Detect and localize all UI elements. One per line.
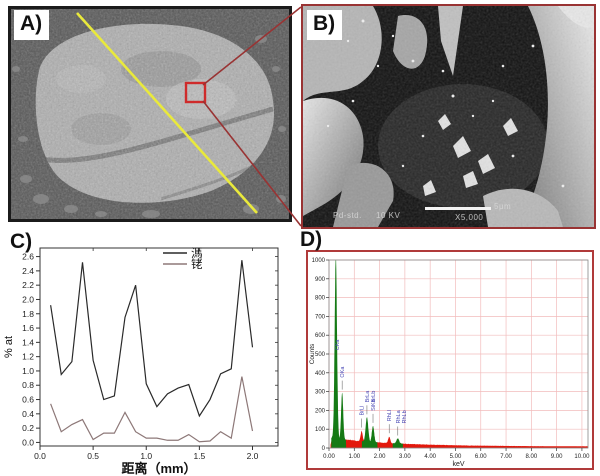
y-tick-label: 2.2 (22, 280, 34, 290)
peak-label-BrLl: BrLl (360, 406, 366, 416)
panel-a-label: A) (14, 10, 50, 40)
plot-frame (39, 247, 279, 447)
scale-bar-label: 5μm (494, 202, 512, 211)
y-tick-label: 1.6 (22, 323, 34, 333)
peak-SiKa (368, 425, 378, 448)
x-axis-title: 距离（mm） (121, 461, 196, 476)
legend-label: 溤 (191, 246, 203, 260)
y-tick-label: 0.0 (22, 437, 34, 447)
y-axis-title: Counts (309, 343, 316, 364)
peak-label-BrLb: BrLb (371, 391, 377, 403)
y-tick-label: 2.4 (22, 266, 34, 276)
y-tick-label: 0.8 (22, 380, 34, 390)
peak-label-RhLl: RhLl (387, 410, 393, 421)
peak-label-RhLa: RhLa (396, 409, 402, 423)
y-tick-label: 0 (322, 446, 326, 452)
sem-overview-image (11, 9, 289, 219)
x-axis-title: keV (452, 461, 464, 468)
x-tick-label: 5.00 (450, 454, 462, 460)
x-tick-label: 9.00 (551, 454, 563, 460)
y-tick-label: 1.4 (22, 337, 34, 347)
sem-zoom-image (303, 6, 594, 227)
x-tick-label: 0.0 (34, 451, 46, 461)
y-tick-label: 600 (315, 333, 326, 339)
panel-a-sem-image: A) (8, 6, 292, 222)
y-tick-label: 400 (315, 371, 326, 377)
peak-label-SiKa: SiKa (371, 398, 377, 411)
y-tick-label: 1.8 (22, 309, 34, 319)
peak-label-RhLb: RhLb (402, 410, 408, 423)
eds-spectrum-chart: 0 100 200 300 400 500 600 700 800 900 1000 0.00 1.00… (309, 258, 590, 468)
peak-label-OKa: OKa (340, 366, 346, 378)
x-tick-label: 4.00 (424, 454, 436, 460)
y-tick-label: 200 (315, 408, 326, 414)
y-tick-label: 900 (315, 277, 326, 283)
x-tick-label: 1.00 (348, 454, 360, 460)
x-tick-label: 1.0 (140, 451, 152, 461)
peak-label-BrLa: BrLa (365, 390, 371, 403)
series-line-溤 (50, 260, 254, 418)
panel-b-sem-image: B) (301, 4, 596, 229)
y-tick-label: 0.2 (22, 423, 34, 433)
roi-highlight-box (184, 81, 207, 104)
peak-BrLa-BrLb (361, 417, 372, 448)
y-tick-label: 1.2 (22, 352, 34, 362)
series-line-铑 (50, 376, 254, 443)
peak-OKa (338, 392, 347, 448)
x-tick-label: 7.00 (500, 454, 512, 460)
y-tick-label: 0.4 (22, 409, 34, 419)
x-tick-label: 8.00 (526, 454, 538, 460)
y-axis-title: % at (3, 336, 15, 358)
x-tick-label: 0.00 (323, 454, 335, 460)
x-tick-label: 1.5 (193, 451, 205, 461)
panel-b-label: B) (307, 10, 343, 40)
sem-detector-label: Pd-std. (333, 211, 362, 220)
y-tick-label: 700 (315, 314, 326, 320)
y-tick-label: 300 (315, 390, 326, 396)
y-tick-label: 100 (315, 427, 326, 433)
sem-voltage-label: 10 KV (376, 211, 401, 220)
x-tick-label: 2.00 (374, 454, 386, 460)
sem-magnification-label: X5,000 (455, 213, 484, 222)
panel-c-label: C) (10, 230, 33, 253)
y-tick-label: 0.6 (22, 395, 34, 405)
linescan-chart: 0.0 0.2 0.4 0.6 0.8 1.0 1.2 1.4 1.6 1.8 2.0 2.2 2.4 2… (3, 246, 279, 476)
x-tick-label: 3.00 (399, 454, 411, 460)
peak-CKa (331, 260, 341, 448)
y-tick-label: 800 (315, 296, 326, 302)
panel-d-label: D) (300, 228, 323, 251)
peak-label-CKa: CKa (335, 339, 341, 351)
x-tick-label: 6.00 (475, 454, 487, 460)
y-tick-label: 1000 (312, 258, 326, 264)
panel-d-spectrum: 0 100 200 300 400 500 600 700 800 900 1000 0.00 1.00… (306, 250, 594, 470)
x-tick-label: 0.5 (87, 451, 99, 461)
legend-label: 铑 (191, 257, 203, 271)
peak-RhLa-RhLb (392, 438, 403, 448)
scale-bar (425, 207, 491, 210)
y-tick-label: 2.6 (22, 252, 34, 262)
y-tick-label: 1.0 (22, 366, 34, 376)
x-tick-label: 2.0 (247, 451, 259, 461)
x-tick-label: 10.00 (574, 454, 590, 460)
spectrum-group (330, 260, 588, 448)
y-tick-label: 2.0 (22, 294, 34, 304)
y-tick-label: 500 (315, 352, 326, 358)
